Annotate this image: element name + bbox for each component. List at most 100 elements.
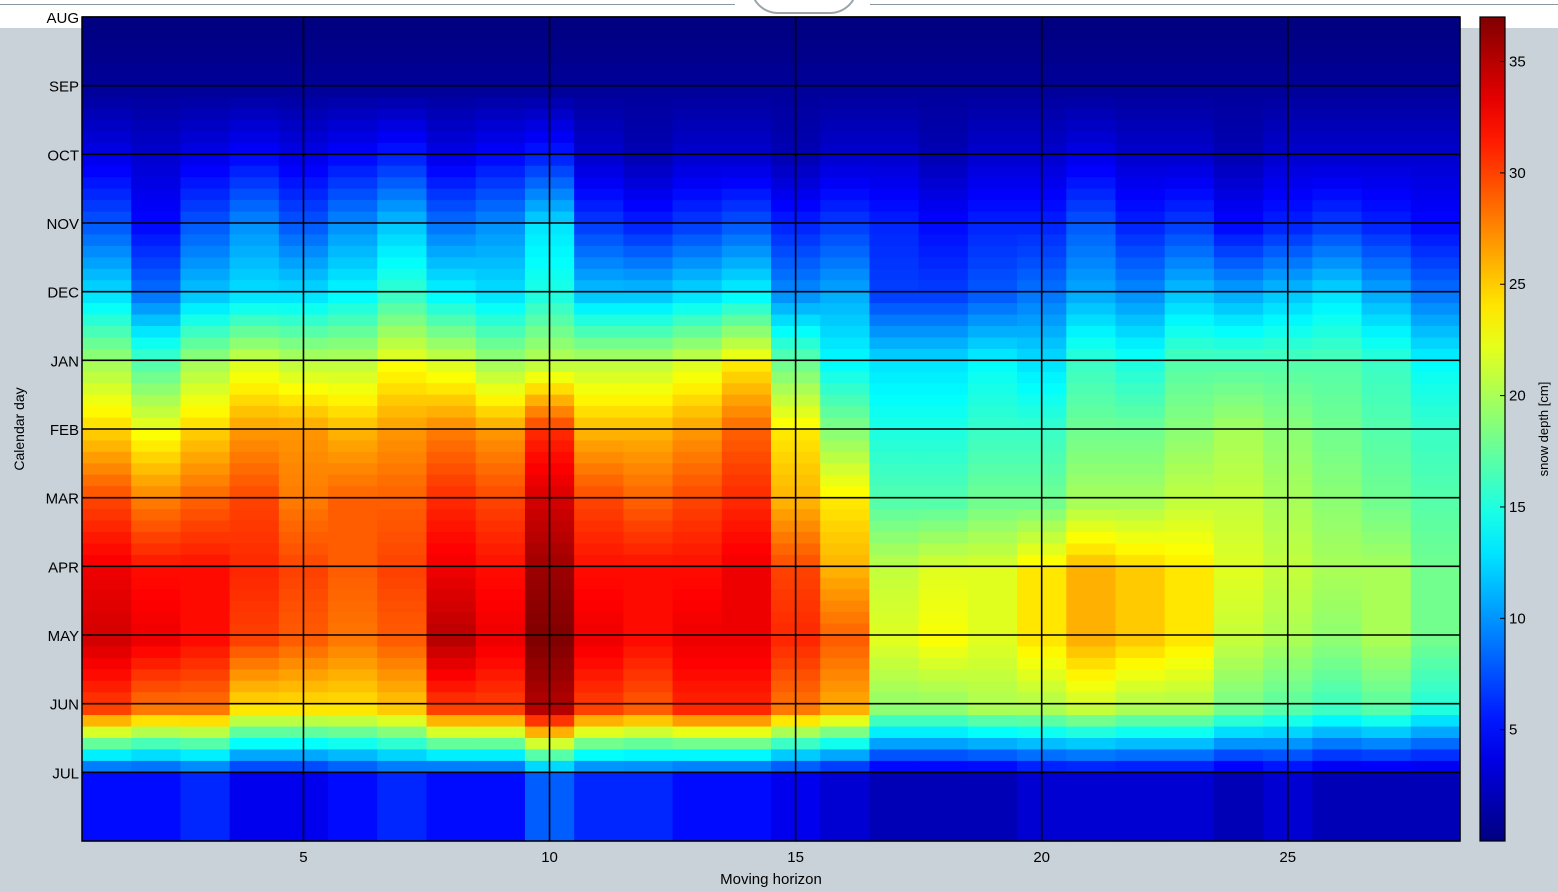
heatmap-cell [918, 726, 969, 739]
heatmap-cell [426, 28, 477, 41]
heatmap-cell [918, 406, 969, 419]
heatmap-cell [574, 280, 624, 293]
heatmap-cell [1115, 749, 1166, 762]
heatmap-cell [918, 543, 969, 556]
heatmap-cell [131, 463, 182, 476]
heatmap-cell [574, 154, 624, 167]
heatmap-cell [574, 440, 624, 453]
heatmap-cell [1115, 108, 1166, 121]
heatmap-cell [574, 348, 624, 361]
heatmap-cell [377, 451, 428, 464]
heatmap-cell [229, 120, 280, 133]
heatmap-cell [869, 188, 920, 201]
heatmap-cell [475, 577, 526, 590]
heatmap-cell [229, 39, 280, 52]
heatmap-cell [180, 772, 231, 785]
heatmap-cell [918, 703, 969, 716]
heatmap-cell [574, 646, 624, 659]
heatmap-cell [229, 165, 280, 178]
heatmap-cell [82, 669, 132, 682]
heatmap-cell [131, 417, 182, 430]
heatmap-cell [574, 543, 624, 556]
heatmap-cell [1066, 623, 1117, 636]
heatmap-cell [1361, 348, 1412, 361]
heatmap-cell [1410, 669, 1461, 682]
heatmap-cell [672, 17, 723, 30]
heatmap-cell [967, 738, 1018, 751]
colorbar-tick-label: 10 [1509, 610, 1526, 627]
heatmap-cell [574, 406, 624, 419]
heatmap-cell [672, 211, 723, 224]
heatmap-cell [1164, 268, 1215, 281]
heatmap-cell [1213, 303, 1264, 316]
heatmap-cell [1066, 348, 1117, 361]
heatmap-cell [1410, 429, 1461, 442]
heatmap-cell [918, 257, 969, 270]
heatmap-cell [1312, 772, 1363, 785]
heatmap-cell [377, 28, 428, 41]
heatmap-cell [820, 451, 871, 464]
heatmap-cell [229, 463, 280, 476]
heatmap-cell [1361, 51, 1412, 64]
heatmap-cell [1361, 280, 1412, 293]
heatmap-cell [131, 62, 182, 75]
heatmap-cell [672, 612, 723, 625]
heatmap-cell [475, 62, 526, 75]
x-tick-label: 15 [787, 849, 804, 866]
heatmap-cell [1115, 39, 1166, 52]
heatmap-cell [328, 520, 378, 533]
heatmap-cell [1066, 429, 1117, 442]
heatmap-cell [721, 749, 772, 762]
heatmap-cell [1312, 165, 1363, 178]
heatmap-cell [672, 165, 723, 178]
heatmap-cell [229, 577, 280, 590]
heatmap-cell [1164, 818, 1215, 831]
y-tick-label: DEC [47, 285, 79, 302]
heatmap-cell [426, 394, 477, 407]
heatmap-cell [574, 612, 624, 625]
heatmap-cell [475, 85, 526, 98]
heatmap-cell [131, 291, 182, 304]
heatmap-cell [1066, 211, 1117, 224]
heatmap-cell [426, 120, 477, 133]
x-tick-label: 25 [1279, 849, 1296, 866]
heatmap-cell [180, 142, 231, 155]
heatmap-cell [967, 440, 1018, 453]
heatmap-cell [1361, 818, 1412, 831]
heatmap-cell [1164, 692, 1215, 705]
heatmap-cell [820, 429, 871, 442]
heatmap-cell [229, 760, 280, 773]
heatmap-cell [377, 429, 428, 442]
heatmap-cell [918, 154, 969, 167]
heatmap-cell [1410, 74, 1461, 87]
heatmap-cell [328, 108, 378, 121]
heatmap-cell [1164, 62, 1215, 75]
heatmap-cell [869, 383, 920, 396]
heatmap-cell [869, 451, 920, 464]
heatmap-cell [1164, 417, 1215, 430]
heatmap-cell [377, 680, 428, 693]
heatmap-cell [1213, 85, 1264, 98]
heatmap-cell [820, 543, 871, 556]
heatmap-cell [1361, 245, 1412, 258]
heatmap-cell [1115, 211, 1166, 224]
heatmap-cell [869, 406, 920, 419]
heatmap-cell [328, 795, 378, 808]
heatmap-cell [1164, 223, 1215, 236]
heatmap-cell [967, 497, 1018, 510]
heatmap-cell [475, 772, 526, 785]
heatmap-cell [180, 451, 231, 464]
heatmap-cell [1312, 589, 1363, 602]
heatmap-cell [426, 657, 477, 670]
heatmap-cell [869, 589, 920, 602]
heatmap-cell [377, 17, 428, 30]
heatmap-cell [721, 589, 772, 602]
heatmap-cell [574, 417, 624, 430]
heatmap-cell [672, 417, 723, 430]
heatmap-cell [918, 497, 969, 510]
heatmap-cell [131, 383, 182, 396]
heatmap-cell [967, 715, 1018, 728]
heatmap-cell [475, 154, 526, 167]
heatmap-cell [574, 577, 624, 590]
heatmap-cell [918, 612, 969, 625]
